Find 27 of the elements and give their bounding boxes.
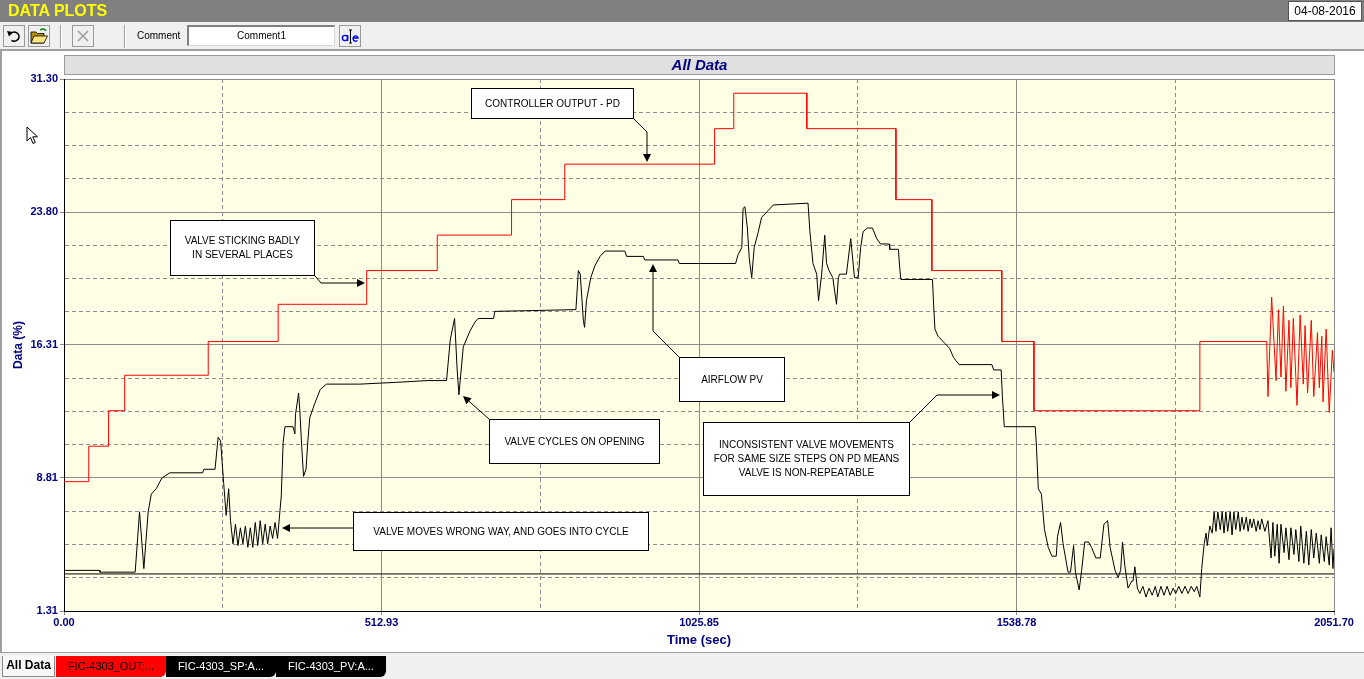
text: FIC-4303_OUT:... (56, 656, 166, 677)
comment-field: Comment1 (187, 25, 335, 46)
x-tick-label: 2051.70 (1314, 615, 1354, 628)
x-tick-label: 0.00 (53, 615, 75, 628)
x-tick-label: 1538.78 (996, 615, 1037, 628)
annotation: INCONSISTENT VALVE MOVEMENTS FOR SAME SIZE STEPS ON PD MEANS VALVE IS NON-REPEATABLE (713, 438, 900, 480)
y-tick-label: 23.80 (30, 205, 58, 218)
x-axis-title: Time (sec) (666, 631, 732, 647)
tab: All Data (2, 656, 55, 677)
annotation: CONTROLLER OUTPUT - PD (485, 96, 620, 111)
date-field: 04-08-2016 (1288, 1, 1362, 21)
text: FIC-4303_PV:A... (276, 656, 386, 677)
annotation: AIRFLOW PV (701, 372, 763, 387)
x-tick-label: 512.93 (364, 615, 399, 628)
y-axis-title: Data (%) (10, 320, 25, 370)
text: FIC-4303_SP:A... (166, 656, 276, 677)
text: Comment (137, 29, 181, 43)
text: DATA PLOTS (8, 1, 108, 21)
annotation: VALVE STICKING BADLY IN SEVERAL PLACES (183, 234, 302, 262)
y-tick-label: 1.31 (36, 604, 58, 617)
annotation: VALVE CYCLES ON OPENING (504, 434, 645, 449)
x-tick-label: 1025.85 (679, 615, 719, 628)
annotation: VALVE MOVES WRONG WAY, AND GOES INTO CYCLE (373, 524, 629, 539)
y-tick-label: 8.81 (36, 470, 58, 483)
chart-title: All Data (64, 55, 1335, 75)
y-tick-label: 31.30 (30, 72, 58, 85)
y-tick-label: 16.31 (30, 337, 58, 350)
